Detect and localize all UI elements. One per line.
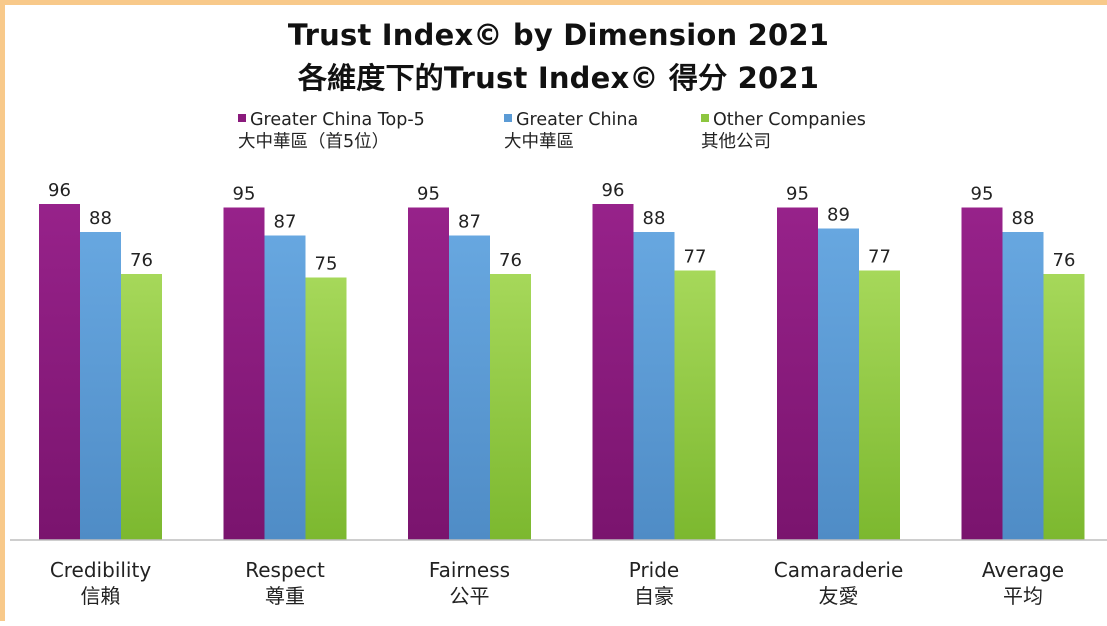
bar-other-companies-respect [305,277,347,540]
category-label-respect: Respect [245,558,325,582]
legend-item-top5: Greater China Top-5 大中華區（首5位） [238,109,425,153]
data-label-top5-respect: 95 [233,184,256,205]
bar-greater-china-camaraderie [818,228,859,540]
legend-label-other-companies: Other Companies [713,110,866,130]
data-label-other-companies-respect: 75 [315,254,338,275]
data-label-top5-fairness: 95 [417,184,440,205]
bar-top5-pride [592,204,634,540]
data-label-top5-camaraderie: 95 [786,184,809,205]
bar-top5-credibility [39,204,80,540]
data-label-greater-china-respect: 87 [274,212,297,233]
bar-other-companies-pride [674,270,716,540]
bar-top5-fairness [408,207,449,540]
legend-label-top5: Greater China Top-5 [250,110,425,130]
data-label-greater-china-camaraderie: 89 [827,205,850,226]
legend-item-other-companies: Other Companies 其他公司 [701,109,866,153]
bar-greater-china-respect [264,235,306,540]
category-label-zh-camaraderie: 友愛 [819,584,859,608]
bar-top5-camaraderie [777,207,818,540]
data-label-greater-china-average: 88 [1012,208,1035,229]
bar-other-companies-fairness [490,274,531,540]
legend-item-greater-china: Greater China 大中華區 [504,109,638,153]
data-label-top5-average: 95 [971,184,994,205]
bar-top5-respect [223,207,265,540]
category-label-fairness: Fairness [429,558,510,582]
category-label-zh-credibility: 信賴 [81,584,121,608]
bar-greater-china-average [1002,232,1044,540]
category-label-average: Average [982,558,1064,582]
bar-greater-china-fairness [449,235,490,540]
legend-swatch-greater-china [504,114,512,122]
chart-title: Trust Index© by Dimension 2021 [287,18,830,52]
category-label-zh-respect: 尊重 [265,584,305,608]
data-label-other-companies-fairness: 76 [499,250,522,271]
data-label-other-companies-credibility: 76 [130,250,153,271]
chart-title-chinese: 各維度下的Trust Index© 得分 2021 [297,61,820,95]
legend-swatch-top5 [238,114,246,122]
data-label-top5-credibility: 96 [48,180,71,201]
legend-label-greater-china: Greater China [516,110,639,130]
bar-greater-china-credibility [80,232,121,540]
category-label-zh-fairness: 公平 [450,584,490,608]
category-label-zh-average: 平均 [1003,584,1043,608]
category-label-pride: Pride [629,558,680,582]
category-label-camaraderie: Camaraderie [774,558,904,582]
data-label-top5-pride: 96 [602,180,625,201]
legend-label-top5-zh: 大中華區（首5位） [238,132,390,152]
data-label-other-companies-camaraderie: 77 [868,247,891,268]
bar-greater-china-pride [633,232,675,540]
data-label-greater-china-pride: 88 [643,208,666,229]
bar-other-companies-average [1043,274,1085,540]
legend-swatch-other-companies [701,114,709,122]
data-label-other-companies-average: 76 [1053,250,1076,271]
data-label-greater-china-fairness: 87 [458,212,481,233]
bar-other-companies-credibility [121,274,162,540]
category-label-credibility: Credibility [50,558,152,582]
legend-label-other-companies-zh: 其他公司 [701,132,771,152]
data-label-greater-china-credibility: 88 [89,208,112,229]
data-label-other-companies-pride: 77 [684,247,707,268]
category-label-zh-pride: 自豪 [634,584,674,608]
bar-other-companies-camaraderie [859,270,900,540]
legend-label-greater-china-zh: 大中華區 [504,132,574,152]
bar-top5-average [961,207,1003,540]
